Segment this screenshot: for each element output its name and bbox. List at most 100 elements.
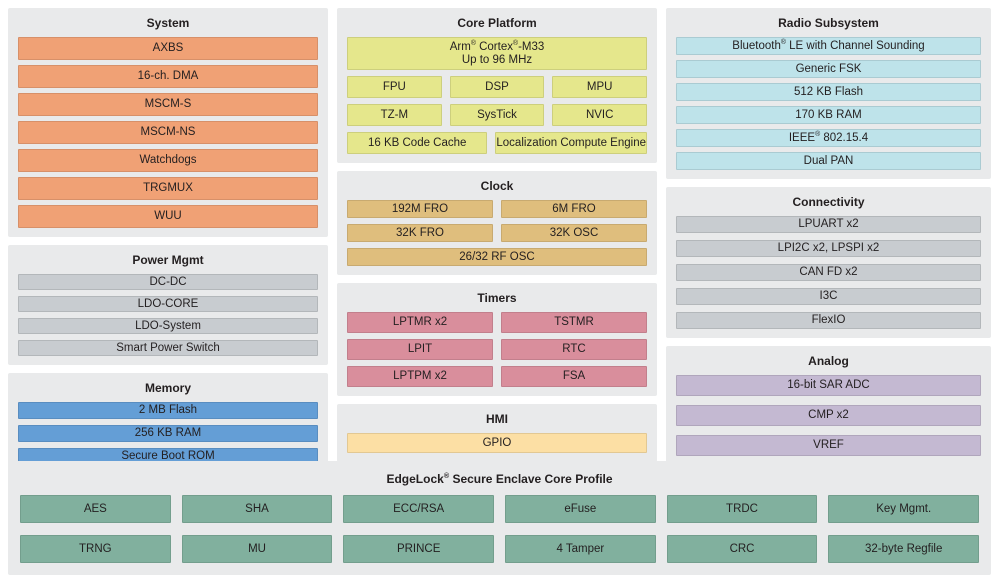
block-row: TZ-M SysTick NVIC (347, 104, 648, 126)
block-trng: TRNG (20, 535, 171, 563)
section-timers-rows: LPTMR x2 TSTMR LPIT RTC LPTPM x2 FSA (347, 312, 647, 387)
block-label: AES (83, 502, 107, 515)
block-label: RTC (562, 343, 586, 355)
block-row: 512 KB Flash (676, 83, 981, 101)
block-rtc: RTC (501, 339, 647, 360)
block-16-bit-sar-adc: 16-bit SAR ADC (676, 375, 981, 396)
block-label: TRGMUX (143, 182, 193, 194)
block-crc: CRC (666, 535, 818, 563)
block-label: GPIO (482, 436, 512, 449)
block-label: 26/32 RF OSC (459, 250, 535, 263)
block-label: ECC/RSA (393, 502, 445, 515)
block-axbs: AXBS (18, 37, 318, 60)
block-2-mb-flash: 2 MB Flash (18, 402, 318, 419)
block-lpuart-x2: LPUART x2 (676, 216, 981, 233)
block-row: LPUART x2 (676, 216, 981, 233)
section-system: System AXBS 16-ch. DMA MSCM-S MSCM-NS Watchd… (8, 8, 328, 237)
block-row: TRNG MU PRINCE 4 Tamper CRC 32-byte Regfile (20, 535, 980, 563)
block-label: TSTMR (554, 316, 594, 328)
block-row: LDO-CORE (18, 296, 318, 312)
block-row: Watchdogs (18, 149, 318, 172)
block-aes: AES (20, 495, 171, 523)
block-ldo-core: LDO-CORE (18, 296, 318, 312)
block-label: TRNG (79, 542, 112, 555)
section-analog-title: Analog (808, 354, 849, 368)
block-26-32-rf-osc: 26/32 RF OSC (347, 248, 647, 266)
block-label: 32-byte Regfile (865, 542, 943, 555)
block-label: NVIC (585, 108, 614, 121)
block-label: Key Mgmt. (876, 502, 932, 515)
section-core-platform-title: Core Platform (457, 16, 537, 30)
block-label: 32K FRO (396, 226, 444, 239)
section-power-mgmt-rows: DC-DC LDO-CORE LDO-System Smart Power Switc… (18, 274, 318, 356)
block-arm-cortex-m33: Arm® Cortex®-M33 Up to 96 MHz (347, 37, 647, 70)
block-row: Generic FSK (676, 60, 981, 78)
block-label: CAN FD x2 (799, 266, 858, 278)
section-memory-rows: 2 MB Flash 256 KB RAM Secure Boot ROM (18, 402, 318, 465)
block-label: I3C (819, 290, 838, 302)
block-label: 32K OSC (549, 226, 599, 239)
block-label: 6M FRO (552, 202, 596, 215)
block-row: DC-DC (18, 274, 318, 290)
block-label: 512 KB Flash (793, 85, 864, 98)
block-can-fd-x2: CAN FD x2 (676, 264, 981, 281)
block-4-tamper: 4 Tamper (505, 535, 656, 563)
block-wuu: WUU (18, 205, 318, 228)
block-ieee-802-15-4: IEEE® 802.15.4 (676, 129, 981, 147)
block-16-kb-code-cache: 16 KB Code Cache (347, 132, 488, 154)
block-ecc-rsa: ECC/RSA (343, 495, 495, 523)
block-tz-m: TZ-M (347, 104, 442, 126)
block-label: DC-DC (149, 275, 187, 288)
section-connectivity-rows: LPUART x2 LPI2C x2, LPSPI x2 CAN FD x2 I3C F… (676, 216, 981, 329)
block-label: LDO-CORE (137, 297, 199, 310)
block-mpu: MPU (552, 76, 648, 98)
block-32k-osc: 32K OSC (501, 224, 647, 242)
block-ldo-system: LDO-System (18, 318, 318, 334)
block-label: MSCM-S (144, 98, 192, 110)
block-label: 256 KB RAM (134, 427, 202, 439)
block-label: IEEE® 802.15.4 (788, 130, 869, 144)
block-row: LPIT RTC (347, 339, 647, 360)
block-localization-compute-engine: Localization Compute Engine (495, 132, 647, 154)
block-label: Secure Boot ROM (121, 450, 215, 462)
block-trdc: TRDC (666, 495, 818, 523)
block-lptpm-x2: LPTPM x2 (347, 366, 493, 387)
block-row: AES SHA ECC/RSA eFuse TRDC Key Mgmt. (20, 495, 980, 523)
block-row: 170 KB RAM (676, 106, 981, 124)
block-row: Smart Power Switch (18, 340, 318, 356)
left-column: System AXBS 16-ch. DMA MSCM-S MSCM-NS Watchd… (8, 8, 328, 474)
block-label: MPU (586, 80, 613, 93)
block-watchdogs: Watchdogs (18, 149, 318, 172)
section-analog-rows: 16-bit SAR ADC CMP x2 VREF (676, 375, 981, 456)
block-label: WUU (154, 210, 182, 222)
block-row: TRGMUX (18, 177, 318, 200)
block-sha: SHA (181, 495, 333, 523)
section-hmi-rows: GPIO (347, 433, 647, 453)
right-column: Radio Subsystem Bluetooth® LE with Chann… (666, 8, 991, 465)
block-generic-fsk: Generic FSK (676, 60, 981, 78)
block-label: 16-ch. DMA (137, 70, 199, 82)
block-i3c: I3C (676, 288, 981, 305)
block-row: GPIO (347, 433, 647, 453)
block-label: LPUART x2 (798, 218, 859, 230)
block-label: Watchdogs (139, 154, 197, 166)
block-bluetooth-le-with-channel-sounding: Bluetooth® LE with Channel Sounding (676, 37, 981, 55)
block-fsa: FSA (501, 366, 647, 387)
block-label: Arm® Cortex®-M33 (449, 39, 545, 53)
section-core-platform-rows: Arm® Cortex®-M33 Up to 96 MHz FPU DSP MPU TZ-… (347, 37, 648, 154)
upper-area: System AXBS 16-ch. DMA MSCM-S MSCM-NS Watchd… (8, 8, 991, 474)
block-16-ch-dma: 16-ch. DMA (18, 65, 318, 88)
section-memory-title: Memory (144, 381, 191, 395)
block-170-kb-ram: 170 KB RAM (676, 106, 981, 124)
block-label: eFuse (564, 502, 597, 515)
block-row: I3C (676, 288, 981, 305)
block-lptmr-x2: LPTMR x2 (347, 312, 493, 333)
block-nvic: NVIC (552, 104, 648, 126)
block-efuse: eFuse (505, 495, 656, 523)
section-core-platform: Core Platform Arm® Cortex®-M33 Up to 96 M… (337, 8, 657, 163)
block-label: SysTick (477, 108, 517, 121)
block-label: 2 MB Flash (138, 404, 198, 416)
block-32k-fro: 32K FRO (347, 224, 493, 242)
block-label: Dual PAN (803, 154, 854, 167)
